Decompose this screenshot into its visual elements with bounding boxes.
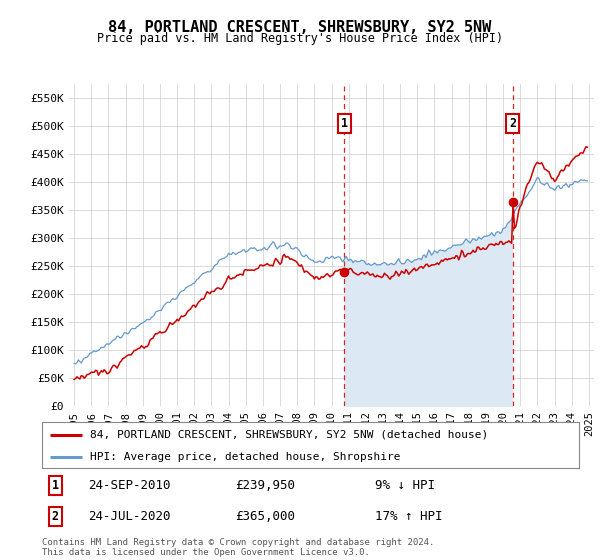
Text: Price paid vs. HM Land Registry's House Price Index (HPI): Price paid vs. HM Land Registry's House … [97, 32, 503, 45]
Text: £239,950: £239,950 [235, 479, 295, 492]
Text: 84, PORTLAND CRESCENT, SHREWSBURY, SY2 5NW (detached house): 84, PORTLAND CRESCENT, SHREWSBURY, SY2 5… [91, 430, 488, 440]
Text: 2: 2 [509, 116, 516, 130]
Text: 17% ↑ HPI: 17% ↑ HPI [375, 510, 442, 522]
Text: 9% ↓ HPI: 9% ↓ HPI [375, 479, 435, 492]
Text: 1: 1 [340, 116, 347, 130]
Text: 24-JUL-2020: 24-JUL-2020 [88, 510, 170, 522]
Text: 84, PORTLAND CRESCENT, SHREWSBURY, SY2 5NW: 84, PORTLAND CRESCENT, SHREWSBURY, SY2 5… [109, 20, 491, 35]
Text: Contains HM Land Registry data © Crown copyright and database right 2024.
This d: Contains HM Land Registry data © Crown c… [42, 538, 434, 557]
Text: 1: 1 [52, 479, 59, 492]
Text: HPI: Average price, detached house, Shropshire: HPI: Average price, detached house, Shro… [91, 452, 401, 463]
Text: 24-SEP-2010: 24-SEP-2010 [88, 479, 170, 492]
Text: 2: 2 [52, 510, 59, 522]
Text: £365,000: £365,000 [235, 510, 295, 522]
